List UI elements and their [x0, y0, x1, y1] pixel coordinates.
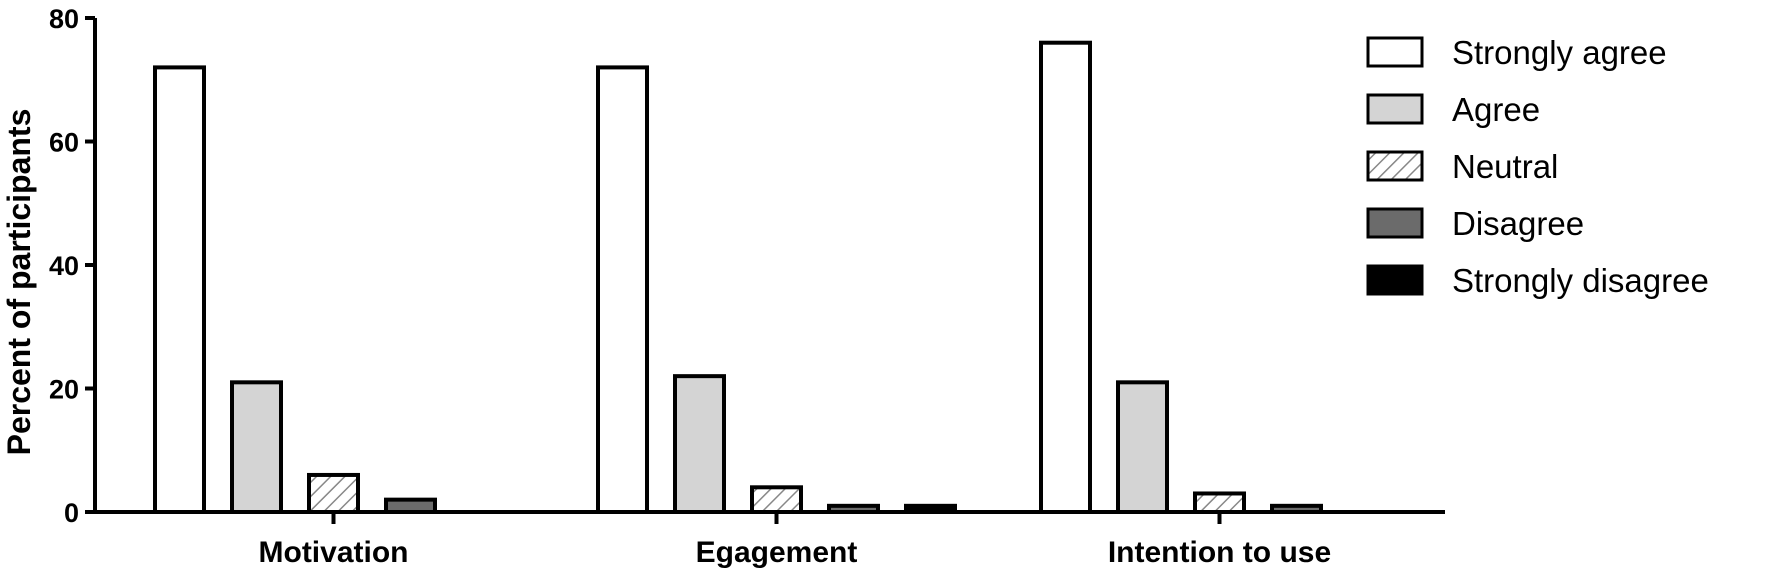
- bar-strongly-agree: [153, 65, 206, 515]
- bar-agree: [1116, 380, 1169, 515]
- legend-swatch-strongly-disagree: [1366, 264, 1424, 296]
- bar-neutral: [307, 472, 360, 515]
- bar-disagree: [827, 503, 880, 515]
- bar-neutral: [1193, 491, 1246, 515]
- legend-swatch-disagree: [1366, 207, 1424, 239]
- bar-neutral: [750, 485, 803, 514]
- y-tick-label: 0: [64, 498, 79, 528]
- y-tick-label: 60: [49, 128, 79, 158]
- legend-label: Agree: [1452, 91, 1540, 128]
- y-tick-label: 80: [49, 4, 79, 34]
- bar-disagree: [1270, 503, 1323, 515]
- bar-strongly-disagree: [904, 503, 957, 515]
- legend-swatch-neutral: [1366, 150, 1424, 182]
- bar-strongly-agree: [596, 65, 649, 515]
- bar-strongly-agree: [1039, 40, 1092, 514]
- legend-label: Neutral: [1452, 148, 1558, 185]
- bar-agree: [673, 374, 726, 514]
- x-category-label: Motivation: [259, 536, 409, 569]
- legend-swatch-strongly-agree: [1366, 36, 1424, 68]
- y-tick-label: 20: [49, 375, 79, 405]
- x-category-label: Intention to use: [1108, 536, 1331, 569]
- legend: Strongly agree Agree Neutral Disagree Strong…: [1366, 34, 1709, 299]
- x-category-label: Egagement: [696, 536, 858, 569]
- legend-swatch-agree: [1366, 93, 1424, 125]
- legend-label: Strongly disagree: [1452, 262, 1709, 299]
- bars: [153, 40, 1323, 515]
- y-tick-label: 40: [49, 251, 79, 281]
- bar-agree: [230, 380, 283, 515]
- legend-label: Disagree: [1452, 205, 1584, 242]
- y-axis-title: Percent of participants: [1, 109, 37, 456]
- bar-disagree: [384, 497, 437, 514]
- legend-label: Strongly agree: [1452, 34, 1667, 71]
